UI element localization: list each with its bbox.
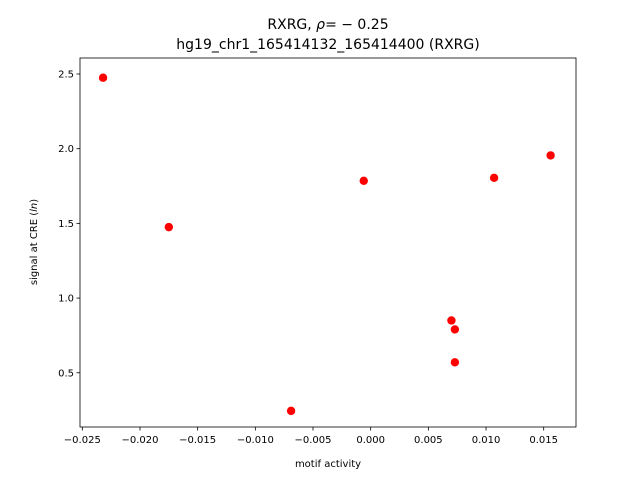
chart-title-line1: RXRG, ρ= − 0.25 [267,17,388,33]
y-tick-label-0: 0.5 [58,368,74,379]
title-rho-symbol: ρ [316,17,325,33]
y-tick-label-1: 1.0 [58,294,74,305]
data-point-8 [546,151,555,160]
x-tick-label-0: −0.025 [64,435,101,446]
y-axis-label-suffix: ) [29,199,40,203]
y-axis-label-prefix: signal at CRE ( [29,212,40,285]
data-point-2 [286,406,296,416]
data-point-3 [359,176,368,186]
x-tick-label-1: −0.020 [121,435,158,446]
data-point-5 [450,325,460,334]
y-axis-label-italic: ln [29,203,40,212]
x-tick-label-7: 0.010 [472,435,501,446]
plot-area: −0.025 −0.020 −0.015 −0.010 −0.005 0.000 0.005… [58,57,577,446]
axes-frame [79,57,577,428]
x-tick-label-6: 0.005 [414,435,443,446]
data-point-7 [489,173,499,183]
data-point-6 [450,358,460,367]
y-axis-label: signal at CRE (ln) [29,199,40,285]
x-tick-label-8: 0.015 [529,435,558,446]
x-tick-label-5: 0.000 [356,435,385,446]
title-prefix: RXRG, [267,17,316,33]
y-tick-label-2: 1.5 [58,219,74,230]
title-rho-value: = − 0.25 [325,17,389,33]
x-axis-label: motif activity [295,459,361,470]
x-tick-label-3: −0.010 [237,435,274,446]
x-tick-label-2: −0.015 [179,435,216,446]
chart-title-line2: hg19_chr1_165414132_165414400 (RXRG) [176,37,479,53]
y-tick-label-3: 2.0 [58,144,74,155]
x-tick-label-4: −0.005 [294,435,331,446]
data-point-1 [164,222,174,232]
data-point-0 [98,73,108,82]
y-tick-label-4: 2.5 [58,69,74,80]
data-point-4 [447,316,456,325]
